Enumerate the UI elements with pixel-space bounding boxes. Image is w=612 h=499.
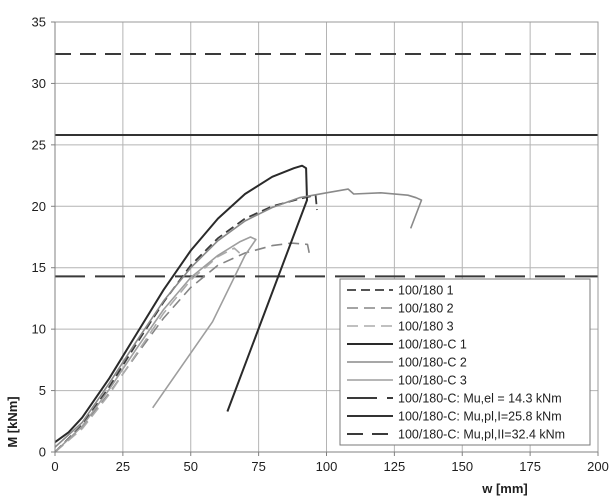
- series-line-5: [54, 188, 423, 448]
- y-tick-label: 35: [32, 15, 46, 30]
- y-tick-label: 5: [39, 383, 46, 398]
- legend-label: 100/180-C: Mu,pl,II=32.4 kNm: [398, 428, 565, 442]
- legend: 100/180 1 100/180 2 100/180 3 100/180-C 1 10…: [339, 278, 591, 446]
- y-tick-label: 0: [39, 445, 46, 460]
- legend-label: 100/180 2: [398, 302, 454, 316]
- reference-lines: [55, 52, 598, 278]
- x-tick-label: 25: [116, 459, 130, 474]
- series-line-3: [54, 247, 241, 453]
- series-line-4: [54, 164, 308, 444]
- series-line-2: [54, 242, 311, 453]
- legend-label: 100/180 1: [398, 284, 454, 298]
- y-axis-label: M [kNm]: [5, 396, 20, 447]
- legend-label: 100/180-C 3: [398, 374, 467, 388]
- ticks: 0 25 50 75 100 125 150 175 200 0 5 10 15 20 25 30 35: [32, 15, 609, 475]
- x-tick-label: 0: [51, 459, 58, 474]
- x-axis-label: w [mm]: [481, 481, 528, 496]
- legend-entry-reference-1: 100/180-C: Mu,el = 14.3 kNm: [347, 392, 562, 406]
- y-tick-label: 30: [32, 76, 46, 91]
- series-line-1: [54, 194, 318, 453]
- x-tick-label: 200: [587, 459, 609, 474]
- legend-entry-series-6: 100/180-C 3: [347, 374, 467, 388]
- legend-label: 100/180 3: [398, 320, 454, 334]
- x-tick-label: 150: [451, 459, 473, 474]
- legend-entry-reference-2: 100/180-C: Mu,pl,I=25.8 kNm: [347, 410, 562, 424]
- x-tick-label: 175: [519, 459, 541, 474]
- legend-entry-series-4: 100/180-C 1: [347, 338, 467, 352]
- x-tick-label: 75: [251, 459, 265, 474]
- legend-label: 100/180-C: Mu,el = 14.3 kNm: [398, 392, 562, 406]
- y-tick-label: 15: [32, 260, 46, 275]
- legend-entry-reference-3: 100/180-C: Mu,pl,II=32.4 kNm: [347, 428, 565, 442]
- x-tick-label: 50: [184, 459, 198, 474]
- legend-label: 100/180-C: Mu,pl,I=25.8 kNm: [398, 410, 562, 424]
- x-tick-label: 100: [316, 459, 338, 474]
- y-tick-label: 25: [32, 137, 46, 152]
- series-lines: [54, 164, 423, 453]
- y-tick-label: 10: [32, 322, 46, 337]
- x-tick-label: 125: [384, 459, 406, 474]
- y-tick-label: 20: [32, 199, 46, 214]
- legend-label: 100/180-C 1: [398, 338, 467, 352]
- series-line-6: [54, 236, 257, 453]
- legend-entry-series-3: 100/180 3: [347, 320, 454, 334]
- legend-label: 100/180-C 2: [398, 356, 467, 370]
- legend-entry-series-5: 100/180-C 2: [347, 356, 467, 370]
- legend-entry-series-1: 100/180 1: [347, 284, 454, 298]
- legend-entry-series-2: 100/180 2: [347, 302, 454, 316]
